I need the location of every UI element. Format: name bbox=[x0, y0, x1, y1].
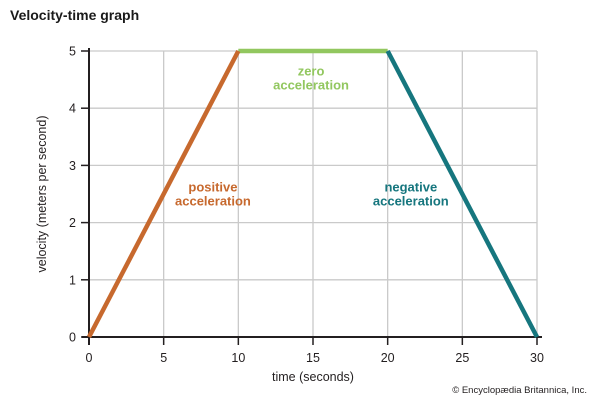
series-positive-acceleration bbox=[87, 49, 241, 339]
x-tick-label-0: 0 bbox=[86, 351, 93, 365]
series-negative-acceleration bbox=[385, 49, 539, 339]
y-tick-label-5: 5 bbox=[69, 45, 76, 59]
annotation-zero-acceleration: zero acceleration bbox=[273, 64, 349, 93]
y-axis-title: velocity (meters per second) bbox=[35, 115, 49, 272]
axes bbox=[82, 48, 542, 345]
x-axis-title: time (seconds) bbox=[272, 370, 354, 384]
gridlines bbox=[89, 50, 538, 337]
x-tick-label-20: 20 bbox=[381, 351, 395, 365]
copyright-attribution: © Encyclopædia Britannica, Inc. bbox=[452, 385, 587, 396]
y-tick-label-0: 0 bbox=[69, 331, 76, 345]
annotation-negative-acceleration: negative acceleration bbox=[373, 180, 449, 209]
ticks: 0 1 2 3 4 5 0 5 10 15 20 25 30 bbox=[69, 45, 544, 366]
x-tick-label-30: 30 bbox=[530, 351, 544, 365]
figure-title: Velocity-time graph bbox=[10, 7, 140, 23]
annotation-positive-acceleration: positive acceleration bbox=[175, 180, 251, 209]
x-tick-label-15: 15 bbox=[306, 351, 320, 365]
series-lines bbox=[87, 48, 539, 339]
y-tick-label-4: 4 bbox=[69, 102, 76, 116]
annotations: positive acceleration zero acceleration nega… bbox=[175, 64, 449, 209]
y-tick-label-1: 1 bbox=[69, 273, 76, 287]
y-tick-label-3: 3 bbox=[69, 159, 76, 173]
x-tick-label-10: 10 bbox=[231, 351, 245, 365]
x-tick-label-5: 5 bbox=[160, 351, 167, 365]
x-tick-label-25: 25 bbox=[455, 351, 469, 365]
y-tick-label-2: 2 bbox=[69, 216, 76, 230]
